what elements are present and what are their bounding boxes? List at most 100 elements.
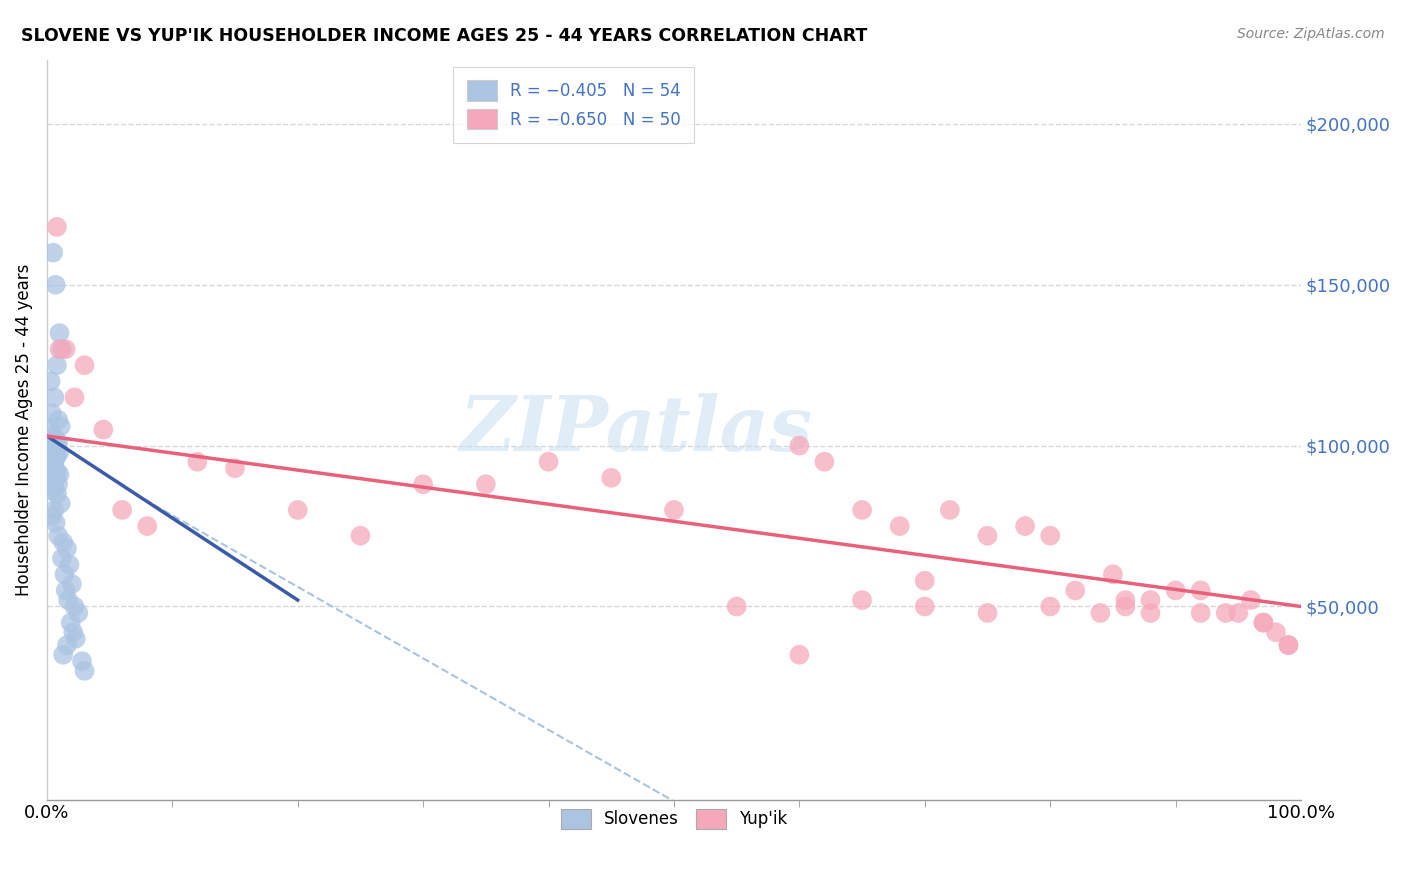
Point	[73, 358, 96, 372]
Point	[1215, 606, 1237, 620]
Y-axis label: Householder Income Ages 25 - 44 years: Householder Income Ages 25 - 44 years	[15, 263, 32, 596]
Point	[1102, 567, 1125, 582]
Point	[59, 615, 82, 630]
Point	[58, 593, 80, 607]
Point	[41, 439, 63, 453]
Point	[44, 503, 66, 517]
Point	[1039, 599, 1062, 614]
Point	[412, 477, 434, 491]
Point	[53, 567, 76, 582]
Point	[851, 593, 873, 607]
Point	[1039, 529, 1062, 543]
Point	[1227, 606, 1250, 620]
Point	[600, 471, 623, 485]
Point	[65, 632, 87, 646]
Point	[45, 439, 67, 453]
Point	[789, 439, 811, 453]
Point	[475, 477, 498, 491]
Point	[851, 503, 873, 517]
Point	[42, 245, 65, 260]
Point	[914, 599, 936, 614]
Point	[45, 277, 67, 292]
Point	[48, 445, 70, 459]
Point	[789, 648, 811, 662]
Point	[224, 461, 246, 475]
Point	[58, 558, 80, 572]
Point	[45, 358, 67, 372]
Point	[41, 461, 63, 475]
Point	[976, 606, 998, 620]
Point	[1277, 638, 1299, 652]
Point	[1114, 593, 1136, 607]
Point	[48, 467, 70, 482]
Point	[1253, 615, 1275, 630]
Point	[349, 529, 371, 543]
Point	[939, 503, 962, 517]
Point	[52, 648, 75, 662]
Point	[1253, 615, 1275, 630]
Point	[91, 423, 114, 437]
Point	[136, 519, 159, 533]
Point	[55, 342, 77, 356]
Point	[41, 509, 63, 524]
Point	[44, 458, 66, 472]
Point	[46, 477, 69, 491]
Point	[1139, 606, 1161, 620]
Point	[45, 471, 67, 485]
Point	[1164, 583, 1187, 598]
Point	[45, 432, 67, 446]
Point	[63, 599, 86, 614]
Point	[55, 583, 77, 598]
Point	[63, 391, 86, 405]
Point	[889, 519, 911, 533]
Point	[287, 503, 309, 517]
Point	[1189, 583, 1212, 598]
Point	[39, 374, 62, 388]
Point	[186, 455, 208, 469]
Point	[45, 464, 67, 478]
Point	[46, 435, 69, 450]
Point	[39, 483, 62, 498]
Point	[1090, 606, 1112, 620]
Point	[45, 451, 67, 466]
Point	[67, 606, 90, 620]
Point	[56, 541, 79, 556]
Point	[44, 391, 66, 405]
Point	[662, 503, 685, 517]
Point	[48, 342, 70, 356]
Point	[49, 419, 72, 434]
Point	[813, 455, 835, 469]
Point	[51, 551, 73, 566]
Point	[725, 599, 748, 614]
Point	[1264, 625, 1286, 640]
Point	[1064, 583, 1087, 598]
Point	[42, 429, 65, 443]
Point	[46, 413, 69, 427]
Point	[48, 326, 70, 340]
Text: Source: ZipAtlas.com: Source: ZipAtlas.com	[1237, 27, 1385, 41]
Text: ZIPatlas: ZIPatlas	[460, 392, 813, 467]
Point	[44, 442, 66, 456]
Point	[1014, 519, 1036, 533]
Point	[49, 497, 72, 511]
Point	[41, 407, 63, 421]
Point	[42, 474, 65, 488]
Point	[73, 664, 96, 678]
Point	[45, 516, 67, 530]
Point	[62, 625, 84, 640]
Point	[976, 529, 998, 543]
Point	[45, 219, 67, 234]
Point	[60, 577, 83, 591]
Point	[45, 448, 67, 462]
Point	[1114, 599, 1136, 614]
Point	[56, 638, 79, 652]
Point	[51, 342, 73, 356]
Point	[39, 455, 62, 469]
Point	[70, 654, 93, 668]
Point	[1189, 606, 1212, 620]
Point	[914, 574, 936, 588]
Legend: Slovenes, Yup'ik: Slovenes, Yup'ik	[554, 802, 794, 836]
Point	[52, 535, 75, 549]
Point	[44, 480, 66, 494]
Point	[46, 529, 69, 543]
